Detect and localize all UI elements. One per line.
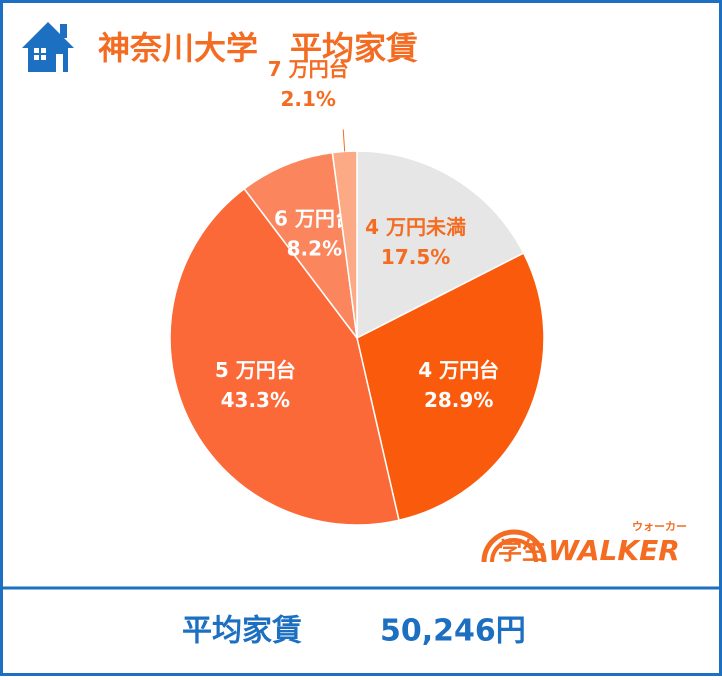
house-icon (22, 22, 74, 72)
slice-value-label: 8.2% (287, 237, 342, 261)
slice-label: 5 万円台 (215, 358, 296, 382)
slice-label: 4 万円台 (418, 358, 499, 382)
pie-slice (243, 151, 359, 341)
slice-label: 4 万円未満 (365, 215, 466, 239)
slice-label: 7 万円台 (268, 57, 349, 81)
logo-brand: WALKER (548, 534, 680, 567)
pie-slice (356, 150, 525, 340)
slice-value-label: 28.9% (424, 388, 493, 412)
leader-line (342, 129, 346, 152)
logo: 学生 WALKER ウォーカー (481, 520, 687, 567)
chart-title: 神奈川大学 平均家賃 (98, 29, 418, 67)
pie-slice (169, 187, 400, 526)
pie-slice (356, 252, 545, 522)
slice-value-label: 17.5% (381, 245, 450, 269)
slice-value-label: 2.1% (280, 87, 335, 111)
logo-main: 学生 (498, 537, 546, 565)
footer-label: 平均家賃 (182, 614, 302, 649)
logo-reading: ウォーカー (632, 520, 687, 533)
footer-value: 50,246円 (380, 614, 526, 649)
slice-value-label: 43.3% (221, 388, 290, 412)
